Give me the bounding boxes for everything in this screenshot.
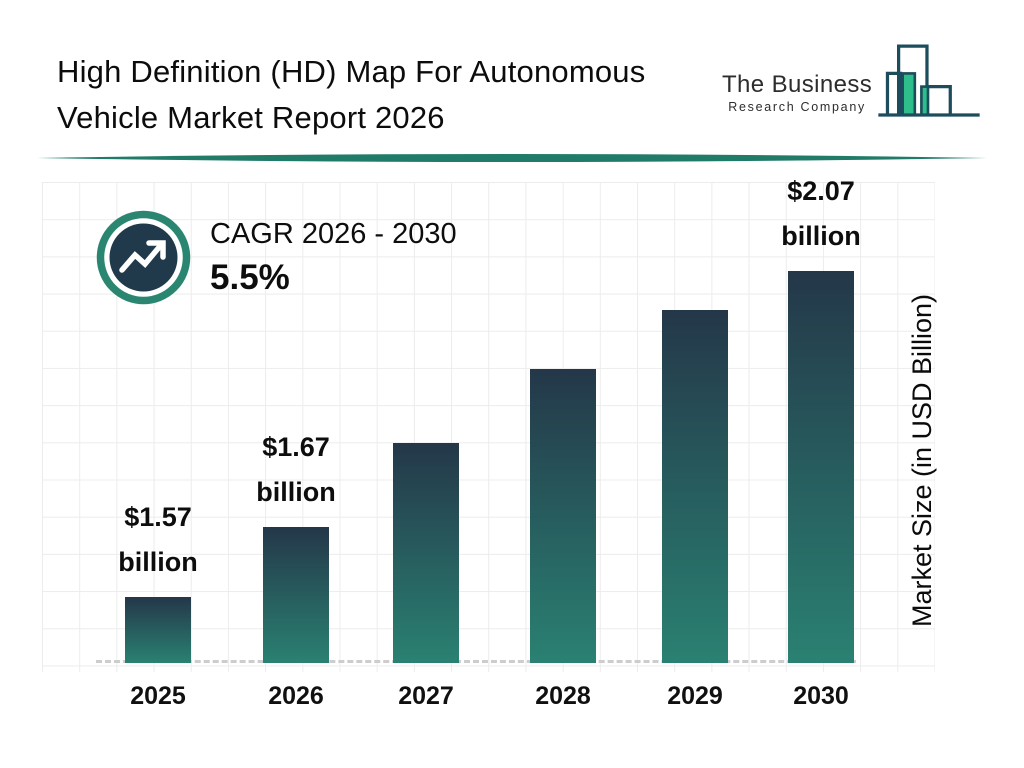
x-tick-2028: 2028 xyxy=(535,682,591,710)
x-tick-2025: 2025 xyxy=(130,682,186,710)
cagr-label: CAGR 2026 - 2030 xyxy=(210,218,457,250)
x-tick-2029: 2029 xyxy=(667,682,723,710)
page-title-line2: Vehicle Market Report 2026 xyxy=(57,100,445,135)
bar-value-label-2030: $2.07 billion xyxy=(781,176,861,251)
bar-2027 xyxy=(393,443,459,663)
bar-value-label-2025: $1.57 billion xyxy=(118,502,198,577)
company-logo-text: The Business Research Company xyxy=(722,71,872,118)
bar-2025 xyxy=(125,597,191,663)
logo-bars-icon xyxy=(878,44,980,117)
bar-2028 xyxy=(530,369,596,663)
bar-2030 xyxy=(788,271,854,663)
x-tick-2030: 2030 xyxy=(793,682,849,710)
company-name: The Business xyxy=(722,71,873,98)
bar-value-label-2026: $1.67 billion xyxy=(256,432,336,507)
x-tick-2027: 2027 xyxy=(398,682,454,710)
company-subname: Research Company xyxy=(728,100,866,114)
bar-2029 xyxy=(662,310,728,663)
x-tick-2026: 2026 xyxy=(268,682,324,710)
cagr-value: 5.5% xyxy=(210,258,290,297)
divider-lens xyxy=(37,154,987,162)
growth-trend-icon xyxy=(96,210,191,305)
company-logo: The Business Research Company xyxy=(722,40,985,118)
bar-2026 xyxy=(263,527,329,663)
y-axis-title: Market Size (in USD Billion) xyxy=(907,293,938,627)
page-title-line1: High Definition (HD) Map For Autonomous xyxy=(57,54,646,89)
cagr-block: CAGR 2026 - 2030 5.5% xyxy=(210,218,457,298)
page-title: High Definition (HD) Map For Autonomous … xyxy=(57,49,747,141)
x-axis-baseline xyxy=(96,660,856,663)
chart-gridlines xyxy=(42,182,935,672)
